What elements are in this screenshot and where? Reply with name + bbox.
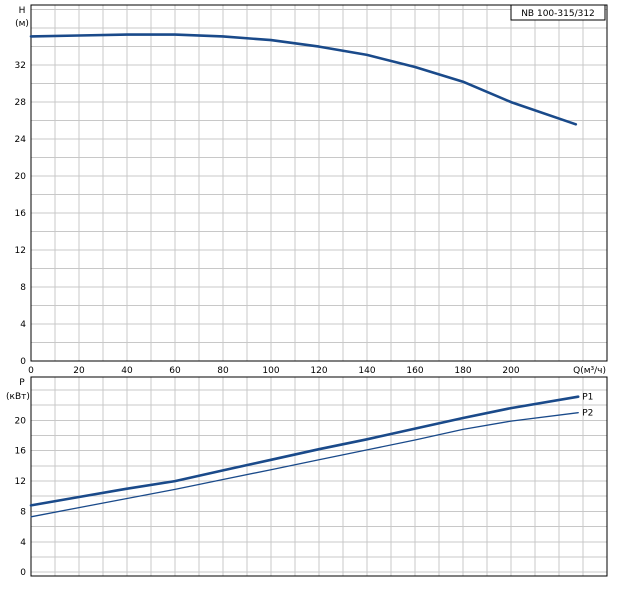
x-tick-label: 180 xyxy=(454,366,471,376)
y-tick-label: 20 xyxy=(15,172,27,182)
y-tick-label: 4 xyxy=(20,320,26,330)
x-tick-label: 0 xyxy=(28,366,34,376)
series-label-p1: P1 xyxy=(582,393,593,403)
head-curve-line xyxy=(29,33,578,126)
power-axis-title: P xyxy=(19,378,25,388)
x-tick-label: 20 xyxy=(73,366,85,376)
x-tick-label: 200 xyxy=(502,366,519,376)
series-label-p2: P2 xyxy=(582,409,593,419)
y-tick-label: 28 xyxy=(15,98,27,108)
y-tick-label: 12 xyxy=(15,477,26,487)
x-tick-label: 60 xyxy=(169,366,181,376)
model-label: NB 100-315/312 xyxy=(521,9,595,19)
x-tick-label: 120 xyxy=(310,366,327,376)
y-tick-label: 24 xyxy=(15,135,27,145)
x-tick-label: 100 xyxy=(262,366,279,376)
flow-axis-title: Q(м³/ч) xyxy=(573,366,606,376)
y-tick-label: 0 xyxy=(20,568,26,578)
x-tick-label: 40 xyxy=(121,366,133,376)
y-tick-label: 12 xyxy=(15,246,26,256)
y-tick-label: 32 xyxy=(15,61,26,71)
series-line-p2 xyxy=(30,412,579,518)
y-tick-label: 8 xyxy=(20,507,26,517)
power-curve-chart: 0 4 8 12 16 20 P1 P2 xyxy=(15,376,608,578)
y-tick-label: 20 xyxy=(15,416,27,426)
y-tick-label: 16 xyxy=(15,447,27,457)
plot-frame xyxy=(30,4,608,362)
y-tick-label: 4 xyxy=(20,538,26,548)
head-axis-unit: (м) xyxy=(15,19,29,29)
power-axis-unit: (кВт) xyxy=(6,392,30,402)
x-tick-label: 80 xyxy=(217,366,229,376)
x-tick-label: 140 xyxy=(358,366,375,376)
y-tick-label: 0 xyxy=(20,357,26,367)
y-tick-label: 16 xyxy=(15,209,27,219)
head-curve-chart: 0 4 8 12 16 20 24 28 32 0 20 40 60 80 100 120 140 160 180 2… xyxy=(15,4,608,376)
y-tick-label: 8 xyxy=(20,283,26,293)
series-line-p1 xyxy=(29,395,580,507)
x-tick-label: 160 xyxy=(406,366,423,376)
plot-frame xyxy=(30,376,608,577)
model-label-box xyxy=(510,4,606,21)
head-axis-title: H xyxy=(19,6,26,16)
